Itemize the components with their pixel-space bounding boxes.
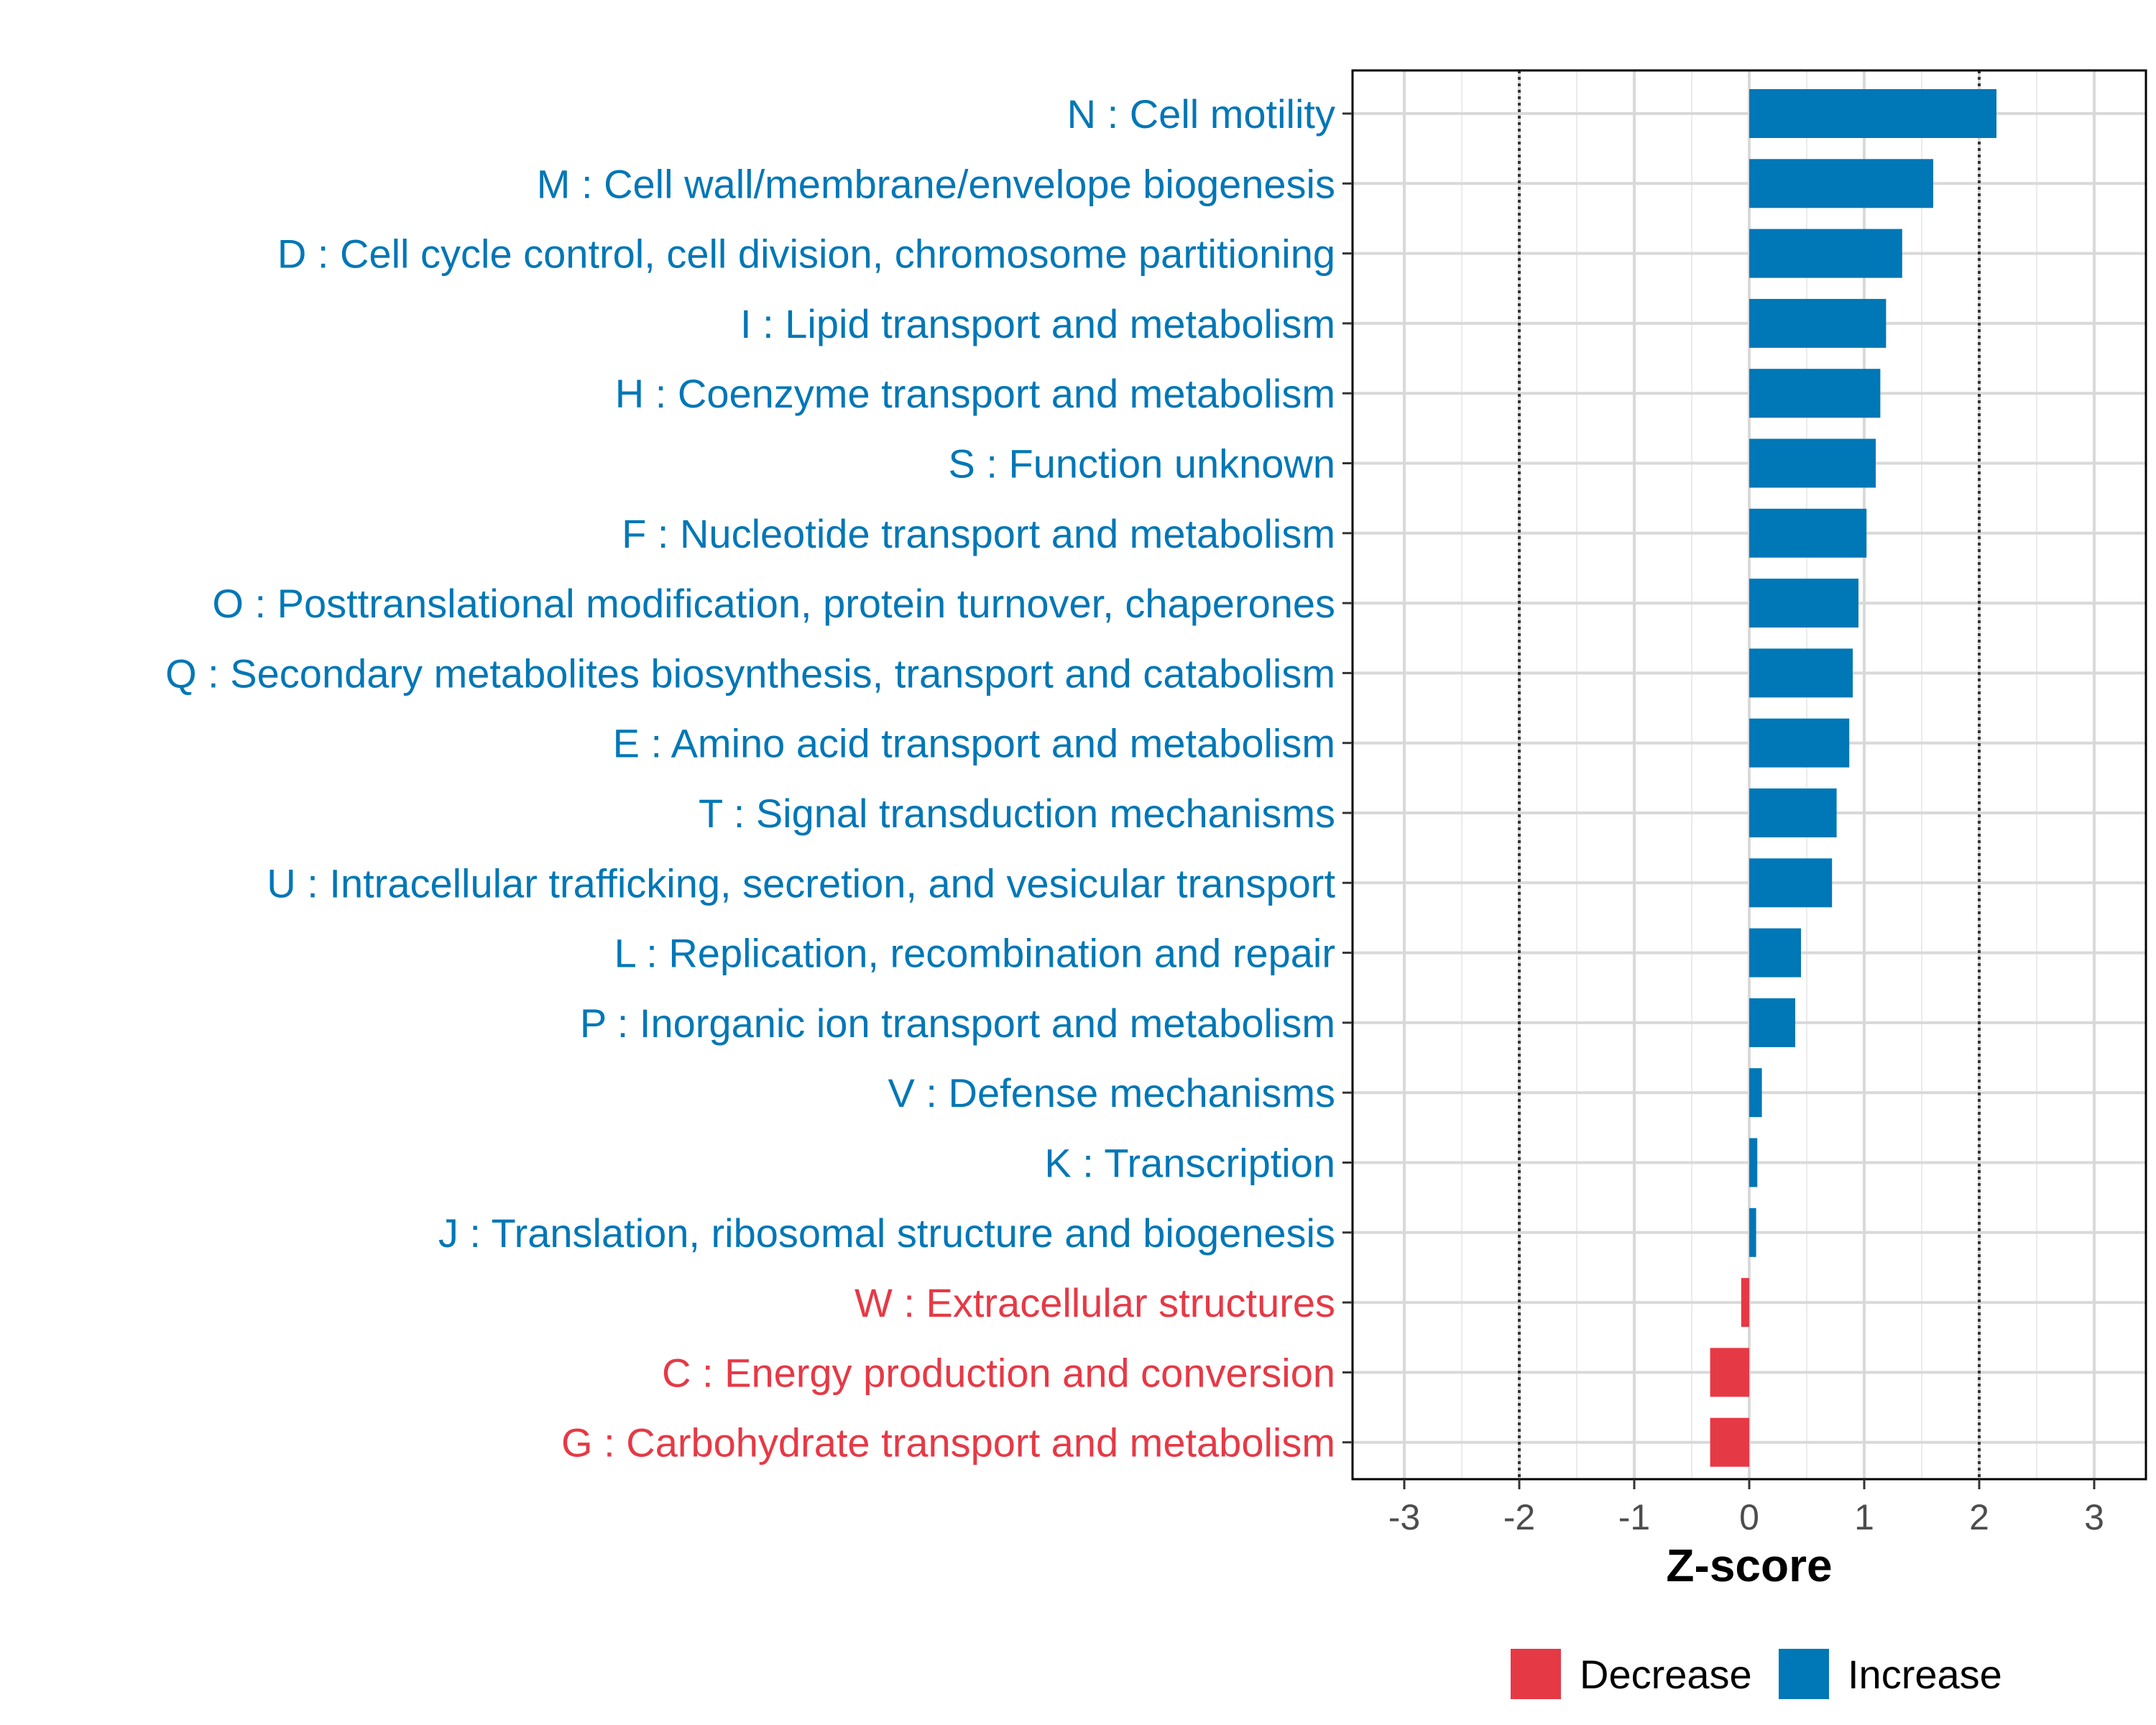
bar (1749, 998, 1795, 1047)
bar (1749, 229, 1902, 278)
x-tick-label: -1 (1618, 1497, 1650, 1537)
legend-label-decrease: Decrease (1580, 1652, 1752, 1697)
x-tick-label: -2 (1503, 1497, 1535, 1537)
category-label: V : Defense mechanisms (888, 1070, 1335, 1116)
category-label: S : Function unknown (948, 441, 1335, 487)
x-tick-label: -3 (1388, 1497, 1420, 1537)
x-tick-label: 2 (1969, 1497, 1989, 1537)
category-label: D : Cell cycle control, cell division, c… (277, 231, 1335, 277)
bar (1749, 159, 1933, 208)
x-tick-label: 0 (1739, 1497, 1759, 1537)
bars (1710, 89, 1996, 1467)
bar (1749, 89, 1996, 138)
category-label: E : Amino acid transport and metabolism (613, 721, 1335, 766)
category-label: K : Transcription (1044, 1141, 1335, 1186)
bar (1749, 438, 1876, 488)
bar (1749, 369, 1881, 418)
category-label: L : Replication, recombination and repai… (614, 931, 1335, 976)
category-label: C : Energy production and conversion (662, 1350, 1335, 1395)
category-label: F : Nucleotide transport and metabolism (622, 511, 1335, 556)
x-axis: -3 -2 -1 0 1 2 3 (1388, 1479, 2104, 1537)
category-label: T : Signal transduction mechanisms (699, 791, 1335, 836)
x-axis-title: Z-score (1666, 1540, 1832, 1591)
bar (1749, 1138, 1758, 1187)
category-label: H : Coenzyme transport and metabolism (615, 371, 1335, 416)
bar (1749, 648, 1853, 698)
x-tick-label: 1 (1854, 1497, 1874, 1537)
legend: Decrease Increase (1511, 1649, 2002, 1699)
category-label: N : Cell motility (1067, 91, 1335, 137)
bar (1749, 718, 1850, 768)
category-label: P : Inorganic ion transport and metaboli… (580, 1000, 1335, 1046)
category-label: G : Carbohydrate transport and metabolis… (561, 1420, 1335, 1466)
grid-lines (1353, 70, 2146, 1479)
y-axis: N : Cell motility M : Cell wall/membrane/… (165, 91, 1353, 1466)
legend-label-increase: Increase (1848, 1652, 2002, 1697)
bar (1749, 298, 1886, 348)
bar (1749, 1208, 1756, 1257)
bar (1749, 858, 1833, 908)
x-tick-label: 3 (2084, 1497, 2104, 1537)
legend-swatch-decrease (1511, 1649, 1561, 1699)
category-label: W : Extracellular structures (854, 1280, 1335, 1325)
category-label: J : Translation, ribosomal structure and… (438, 1210, 1335, 1256)
bar (1749, 508, 1867, 558)
bar (1741, 1278, 1749, 1328)
bar (1749, 1068, 1762, 1118)
category-label: I : Lipid transport and metabolism (740, 301, 1335, 346)
legend-swatch-increase (1779, 1649, 1829, 1699)
category-label: M : Cell wall/membrane/envelope biogenes… (537, 161, 1335, 206)
bar (1710, 1417, 1749, 1467)
bar (1749, 788, 1837, 837)
bar (1749, 579, 1858, 628)
bar (1749, 928, 1801, 978)
category-label: O : Posttranslational modification, prot… (212, 581, 1335, 626)
bar (1710, 1348, 1749, 1397)
category-label: U : Intracellular trafficking, secretion… (267, 860, 1335, 906)
category-label: Q : Secondary metabolites biosynthesis, … (165, 650, 1335, 696)
reference-lines (1518, 70, 1981, 1479)
